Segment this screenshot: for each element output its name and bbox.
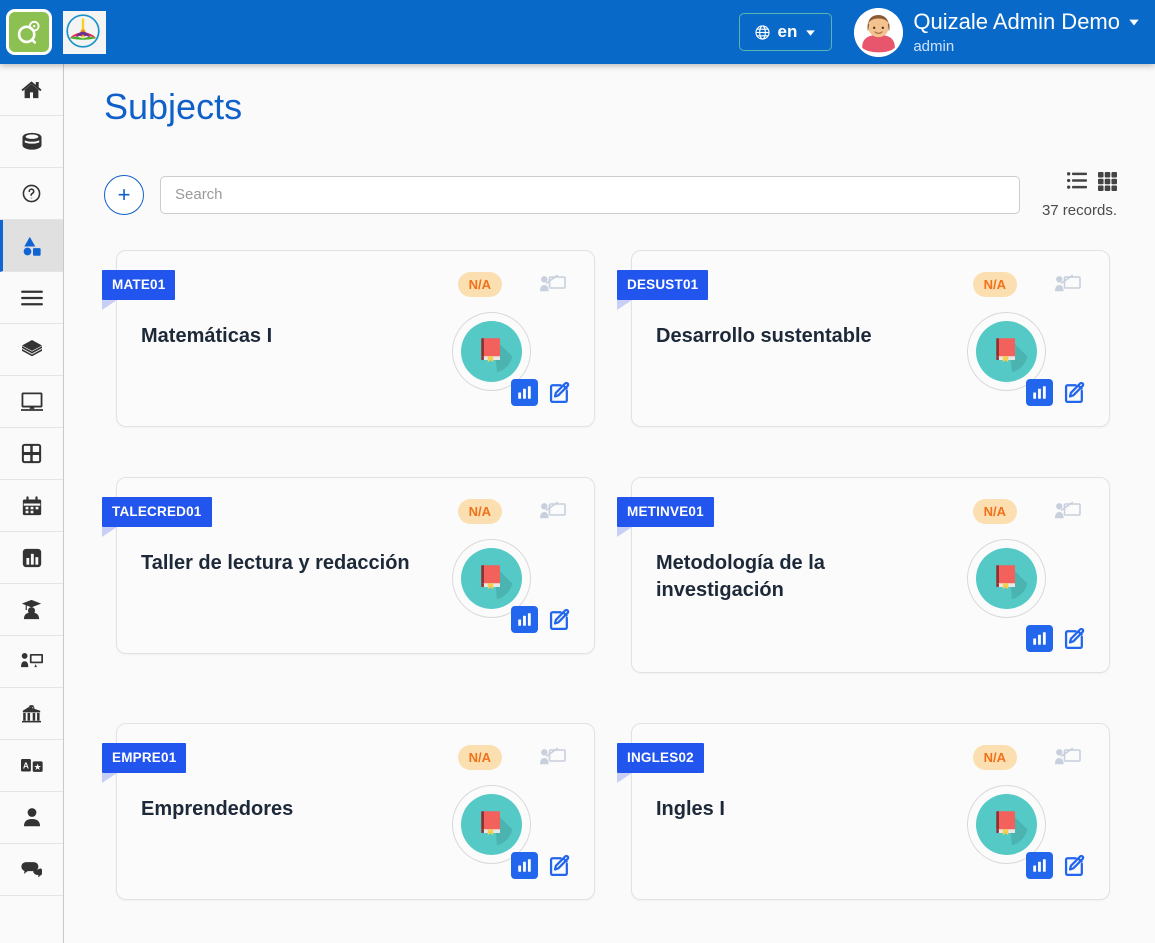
svg-text:★: ★ xyxy=(34,762,42,771)
svg-text:A: A xyxy=(22,760,28,770)
